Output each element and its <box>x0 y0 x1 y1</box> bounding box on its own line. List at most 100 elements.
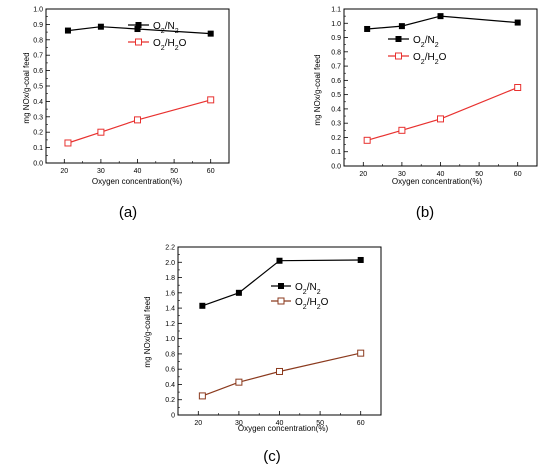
plot-frame <box>45 8 230 164</box>
series-line-1 <box>67 26 211 35</box>
y-tick-label: 0.2 <box>331 135 341 142</box>
y-axis-title: mg NOx/g-coal feed <box>22 52 31 123</box>
x-tick-label: 20 <box>60 168 68 175</box>
y-tick-label: 0.2 <box>165 397 175 404</box>
data-point <box>207 96 215 104</box>
y-tick-label: 1.6 <box>165 290 175 297</box>
legend-label-1: O2/N2 <box>295 282 321 296</box>
y-tick-label: 0.8 <box>331 49 341 56</box>
plot-frame <box>177 246 382 416</box>
y-tick-label: 1.4 <box>165 306 175 313</box>
data-point <box>276 367 283 375</box>
y-tick-label: 0.1 <box>331 149 341 156</box>
y-tick-label: 0.1 <box>33 145 43 152</box>
legend-marker <box>135 22 142 28</box>
y-tick-label: 2.0 <box>165 260 175 267</box>
data-point <box>97 23 104 30</box>
x-tick-label: 60 <box>207 168 215 175</box>
data-point <box>437 115 444 123</box>
legend: O2/N2 O2/H2O <box>388 35 447 66</box>
data-point <box>437 13 444 20</box>
legend-label-2: O2/H2O <box>413 52 447 66</box>
y-tick-label: 0.7 <box>331 64 341 71</box>
x-tick-label: 60 <box>357 420 365 427</box>
y-tick-label: 0.0 <box>33 161 43 168</box>
panel-caption: (a) <box>119 204 137 221</box>
x-tick-label: 20 <box>359 171 367 178</box>
data-point <box>357 256 364 263</box>
legend-marker <box>277 297 285 305</box>
data-point <box>363 136 371 144</box>
y-tick-label: 0.6 <box>165 367 175 374</box>
x-tick-label: 20 <box>194 420 202 427</box>
y-tick-label: 0.4 <box>33 99 43 106</box>
y-tick-label: 0.0 <box>331 164 341 171</box>
panel-caption: (b) <box>416 204 434 221</box>
y-tick-label: 0.5 <box>331 92 341 99</box>
chart-panel-c: 20 30 40 50 60 0 0.2 0.4 0.6 0.8 1.0 1.2 1.4 1.6 1.8 2.… <box>143 245 382 465</box>
y-tick-label: 0.3 <box>33 114 43 121</box>
y-tick-label: 0.6 <box>33 68 43 75</box>
y-axis-title: mg NOx/g-coal feed <box>313 54 322 125</box>
legend: O2/N2 O2/H2O <box>128 21 187 52</box>
x-axis-title: Oxygen concentration(%) <box>238 424 329 433</box>
legend-label-1: O2/N2 <box>153 21 179 35</box>
series-line-2 <box>367 86 518 141</box>
data-point <box>357 349 365 357</box>
y-tick-label: 0.9 <box>331 35 341 42</box>
y-tick-label: 0.5 <box>33 84 43 91</box>
data-point <box>514 84 522 91</box>
y-tick-label: 1.0 <box>33 7 43 14</box>
legend-label-2: O2/H2O <box>295 297 329 311</box>
x-tick-label: 30 <box>398 171 406 178</box>
y-tick-label: 0.4 <box>165 382 175 389</box>
data-point <box>235 289 242 296</box>
y-tick-label: 1.0 <box>165 336 175 343</box>
data-point <box>64 27 71 34</box>
legend-marker <box>395 36 402 42</box>
data-point <box>276 257 283 264</box>
y-tick-label: 0.2 <box>33 130 43 137</box>
x-axis-title: Oxygen concentration(%) <box>92 177 183 186</box>
data-point <box>364 25 371 32</box>
y-tick-label: 1.1 <box>331 7 341 14</box>
data-point <box>398 126 406 134</box>
data-point <box>134 26 141 33</box>
y-tick-label: 0.4 <box>331 106 341 113</box>
y-tick-label: 1.0 <box>331 21 341 28</box>
series-line-1 <box>202 259 361 307</box>
data-point <box>198 392 206 400</box>
legend-label-1: O2/N2 <box>413 35 439 49</box>
data-point <box>134 116 141 124</box>
y-tick-label: 1.8 <box>165 275 175 282</box>
legend-marker <box>278 283 284 289</box>
x-tick-label: 30 <box>235 420 243 427</box>
x-tick-label: 40 <box>437 171 445 178</box>
series-line-2 <box>67 99 211 144</box>
x-tick-label: 60 <box>514 171 522 178</box>
data-point <box>199 302 206 309</box>
data-point <box>235 378 243 386</box>
x-tick-label: 50 <box>475 171 483 178</box>
data-point <box>64 139 72 147</box>
y-tick-label: 1.2 <box>165 321 175 328</box>
legend-label-2: O2/H2O <box>153 38 187 52</box>
y-tick-label: 0.6 <box>331 78 341 85</box>
y-tick-label: 0 <box>171 413 175 420</box>
x-tick-label: 30 <box>97 168 105 175</box>
plot-frame <box>343 8 538 167</box>
y-tick-label: 0.9 <box>33 22 43 29</box>
data-point <box>514 19 521 26</box>
y-tick-label: 0.7 <box>33 53 43 60</box>
data-point <box>97 128 105 136</box>
x-tick-label: 40 <box>134 168 142 175</box>
data-point <box>207 30 214 37</box>
y-tick-label: 0.8 <box>165 351 175 358</box>
x-axis-title: Oxygen concentration(%) <box>392 177 483 186</box>
x-tick-label: 50 <box>170 168 178 175</box>
y-tick-label: 0.3 <box>331 121 341 128</box>
series-line-2 <box>202 352 361 397</box>
x-tick-label: 40 <box>276 420 284 427</box>
data-point <box>398 23 405 30</box>
